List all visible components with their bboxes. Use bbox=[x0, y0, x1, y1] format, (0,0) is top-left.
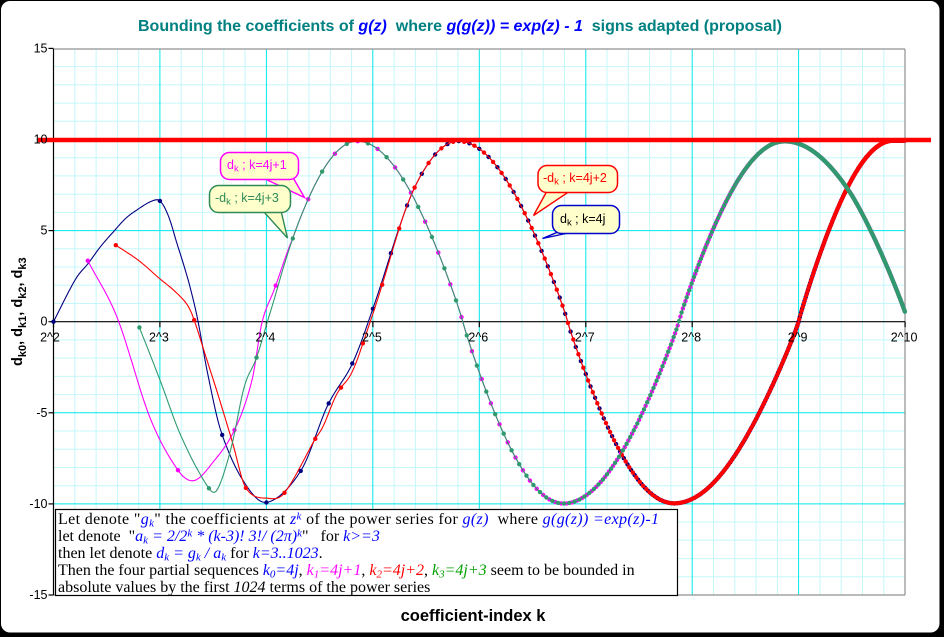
svg-text:-10: -10 bbox=[29, 497, 47, 511]
svg-text:5: 5 bbox=[41, 224, 48, 238]
svg-text:2^8: 2^8 bbox=[681, 331, 701, 345]
svg-text:2^7: 2^7 bbox=[575, 331, 595, 345]
svg-text:10: 10 bbox=[34, 133, 48, 147]
svg-text:-15: -15 bbox=[29, 588, 47, 602]
svg-text:2^5: 2^5 bbox=[362, 331, 382, 345]
svg-text:-5: -5 bbox=[36, 406, 47, 420]
svg-text:2^10: 2^10 bbox=[891, 331, 918, 345]
svg-text:2^4: 2^4 bbox=[256, 331, 276, 345]
svg-text:2^6: 2^6 bbox=[468, 331, 488, 345]
svg-text:2^9: 2^9 bbox=[788, 331, 808, 345]
svg-text:0: 0 bbox=[41, 315, 48, 329]
svg-text:2^3: 2^3 bbox=[149, 331, 169, 345]
svg-text:15: 15 bbox=[34, 41, 48, 55]
svg-text:2^2: 2^2 bbox=[40, 331, 60, 345]
